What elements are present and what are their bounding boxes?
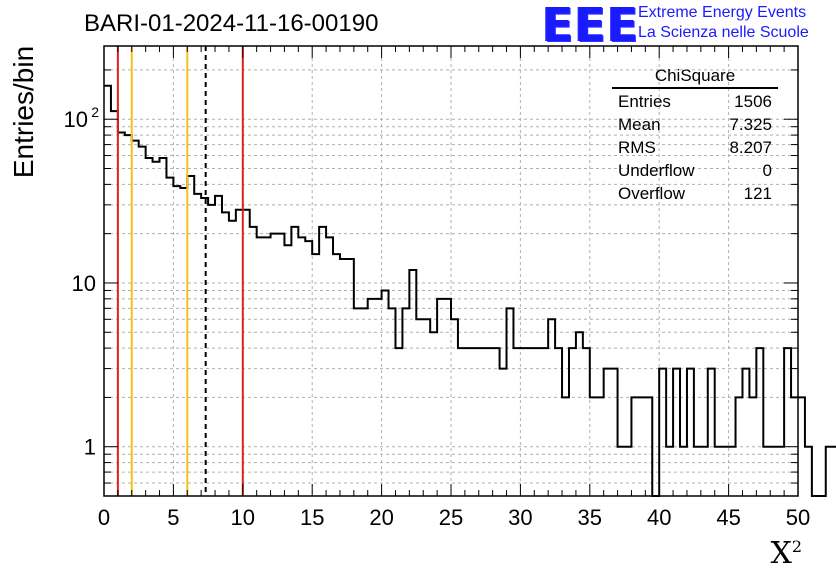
x-tick-label: 15 xyxy=(300,505,324,530)
stats-value: 1506 xyxy=(734,92,772,111)
histogram-series xyxy=(104,84,836,497)
x-tick-label: 35 xyxy=(578,505,602,530)
stats-value: 0 xyxy=(762,161,772,180)
y-axis-label-text: Entries/bin xyxy=(8,45,39,179)
stats-label: RMS xyxy=(618,138,656,157)
x-tick-label: 0 xyxy=(98,505,110,530)
run-title: BARI-01-2024-11-16-00190 xyxy=(84,10,379,37)
brand-line-2: La Scienza nelle Scuole xyxy=(638,24,809,41)
y-tick-label: 1 xyxy=(84,435,96,460)
stats-label: Mean xyxy=(618,115,661,134)
stats-value: 121 xyxy=(743,184,772,203)
stats-row-underflow: Underflow 0 xyxy=(612,159,778,182)
x-tick-label: 45 xyxy=(716,505,740,530)
x-axis-label: X2 xyxy=(770,536,802,571)
stats-label: Underflow xyxy=(618,161,695,180)
x-tick-label: 20 xyxy=(369,505,393,530)
brand-line-1: Extreme Energy Events xyxy=(638,4,807,21)
stats-value: 8.207 xyxy=(729,138,772,157)
x-tick-label: 30 xyxy=(508,505,532,530)
stats-title: ChiSquare xyxy=(612,66,778,89)
x-tick-label: 10 xyxy=(231,505,255,530)
x-axis-label-text: X xyxy=(770,536,792,571)
stats-box: ChiSquare Entries 1506 Mean 7.325 RMS 8.… xyxy=(612,66,778,205)
x-tick-label: 25 xyxy=(439,505,463,530)
eee-logo: EEE xyxy=(542,0,640,52)
stats-value: 7.325 xyxy=(729,115,772,134)
y-tick-label: 10 xyxy=(72,271,96,296)
x-tick-label: 40 xyxy=(647,505,671,530)
y-tick-label: 10 xyxy=(64,107,88,132)
y-tick-label-exponent: 2 xyxy=(91,104,99,120)
x-axis-label-exponent: 2 xyxy=(791,537,802,556)
x-tick-label: 50 xyxy=(786,505,810,530)
x-tick-label: 5 xyxy=(167,505,179,530)
stats-row-overflow: Overflow 121 xyxy=(612,182,778,205)
stats-label: Entries xyxy=(618,92,671,111)
y-axis-label: Entries/bin xyxy=(4,0,44,572)
stats-row-rms: RMS 8.207 xyxy=(612,136,778,159)
stats-row-mean: Mean 7.325 xyxy=(612,113,778,136)
stats-label: Overflow xyxy=(618,184,686,203)
stats-row-entries: Entries 1506 xyxy=(612,90,778,113)
